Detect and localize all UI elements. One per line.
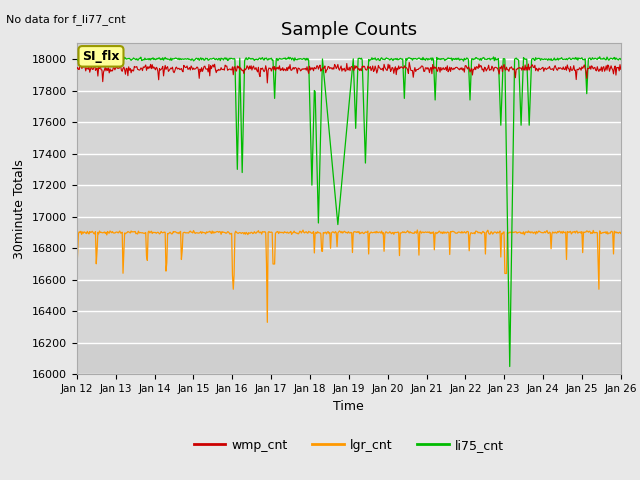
Title: Sample Counts: Sample Counts xyxy=(281,21,417,39)
Bar xyxy=(77,122,621,154)
Bar xyxy=(77,59,621,91)
Bar xyxy=(77,185,621,216)
Bar xyxy=(77,343,621,374)
Bar xyxy=(77,216,621,248)
Legend: wmp_cnt, lgr_cnt, li75_cnt: wmp_cnt, lgr_cnt, li75_cnt xyxy=(189,433,509,456)
Bar xyxy=(77,154,621,185)
Bar xyxy=(77,248,621,280)
X-axis label: Time: Time xyxy=(333,400,364,413)
Bar xyxy=(77,312,621,343)
Bar xyxy=(77,91,621,122)
Text: SI_flx: SI_flx xyxy=(82,50,120,63)
Y-axis label: 30minute Totals: 30minute Totals xyxy=(13,159,26,259)
Bar xyxy=(77,280,621,312)
Text: No data for f_li77_cnt: No data for f_li77_cnt xyxy=(6,14,126,25)
